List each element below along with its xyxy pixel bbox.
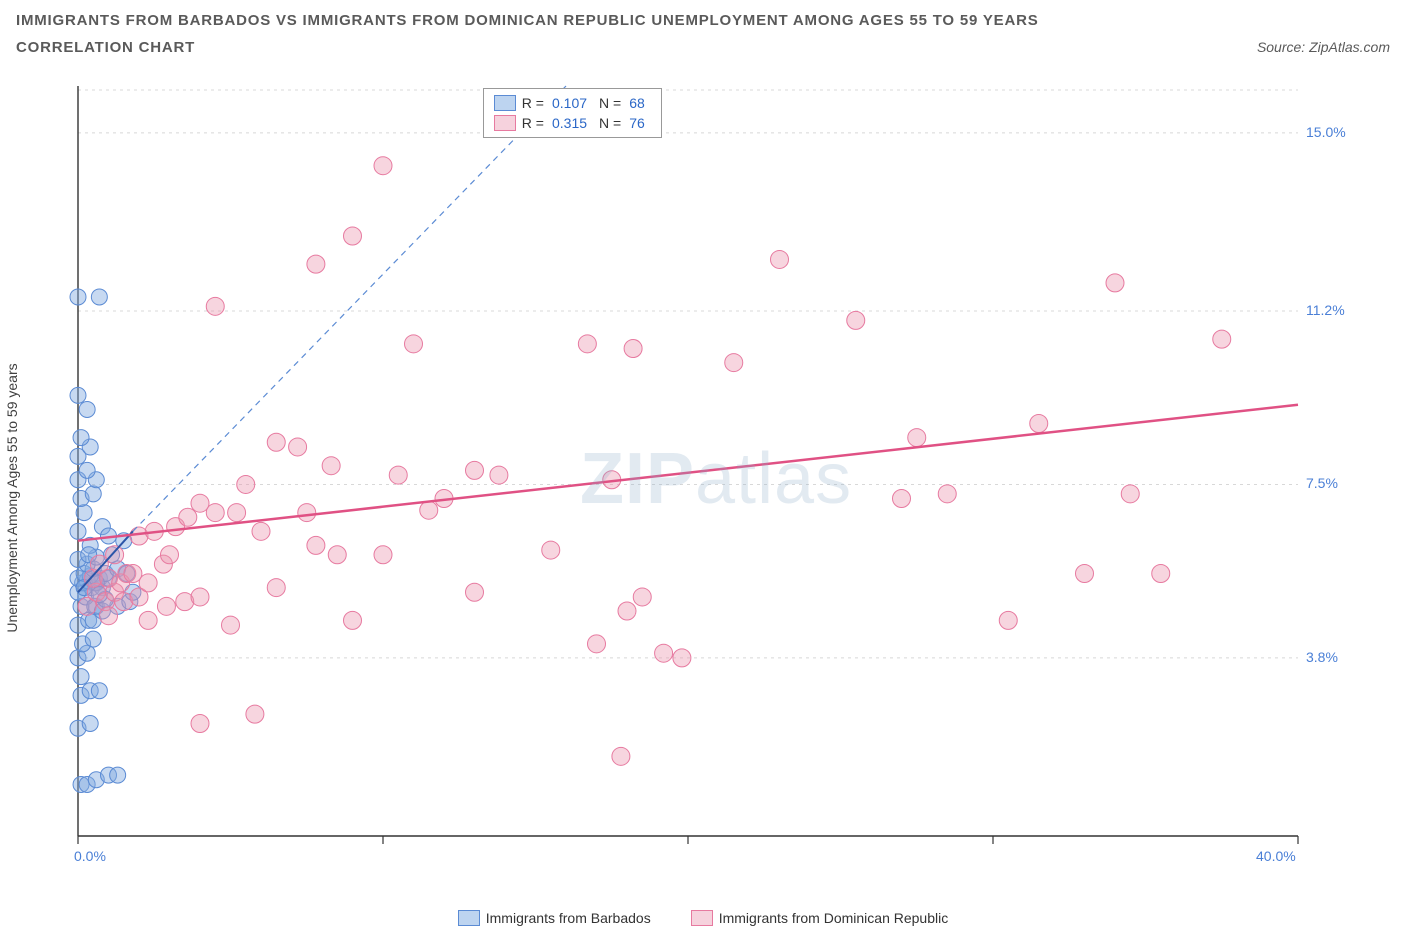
chart-header: IMMIGRANTS FROM BARBADOS VS IMMIGRANTS F… xyxy=(0,0,1406,70)
source-attribution: Source: ZipAtlas.com xyxy=(1257,39,1390,55)
y-tick-label: 15.0% xyxy=(1306,124,1346,140)
chart-subtitle: CORRELATION CHART xyxy=(16,39,195,56)
y-axis-label: Unemployment Among Ages 55 to 59 years xyxy=(4,363,20,632)
legend-bottom: Immigrants from Barbados Immigrants from … xyxy=(0,910,1406,926)
scatter-plot xyxy=(68,78,1358,856)
legend-n-label: N = xyxy=(599,115,621,131)
legend-swatch xyxy=(458,910,480,926)
legend-row: R = 0.107 N = 68 xyxy=(494,93,651,113)
y-tick-label: 11.2% xyxy=(1306,302,1345,318)
legend-n-value: 68 xyxy=(629,95,645,111)
legend-r-label: R = xyxy=(522,95,544,111)
y-tick-label: 3.8% xyxy=(1306,649,1338,665)
chart-area: Unemployment Among Ages 55 to 59 years Z… xyxy=(20,78,1386,918)
legend-n-value: 76 xyxy=(629,115,645,131)
y-tick-label: 7.5% xyxy=(1306,475,1338,491)
correlation-legend: R = 0.107 N = 68 R = 0.315 N = 76 xyxy=(483,88,662,138)
legend-series-name: Immigrants from Barbados xyxy=(486,910,651,926)
x-tick-label: 0.0% xyxy=(74,848,106,864)
legend-swatch xyxy=(494,95,516,111)
x-tick-label: 40.0% xyxy=(1256,848,1296,864)
chart-title: IMMIGRANTS FROM BARBADOS VS IMMIGRANTS F… xyxy=(16,12,1390,29)
legend-n-label: N = xyxy=(599,95,621,111)
legend-r-value: 0.315 xyxy=(552,115,587,131)
legend-item: Immigrants from Dominican Republic xyxy=(691,910,949,926)
legend-r-label: R = xyxy=(522,115,544,131)
legend-series-name: Immigrants from Dominican Republic xyxy=(719,910,949,926)
legend-swatch xyxy=(691,910,713,926)
legend-item: Immigrants from Barbados xyxy=(458,910,651,926)
legend-swatch xyxy=(494,115,516,131)
legend-r-value: 0.107 xyxy=(552,95,587,111)
legend-row: R = 0.315 N = 76 xyxy=(494,113,651,133)
